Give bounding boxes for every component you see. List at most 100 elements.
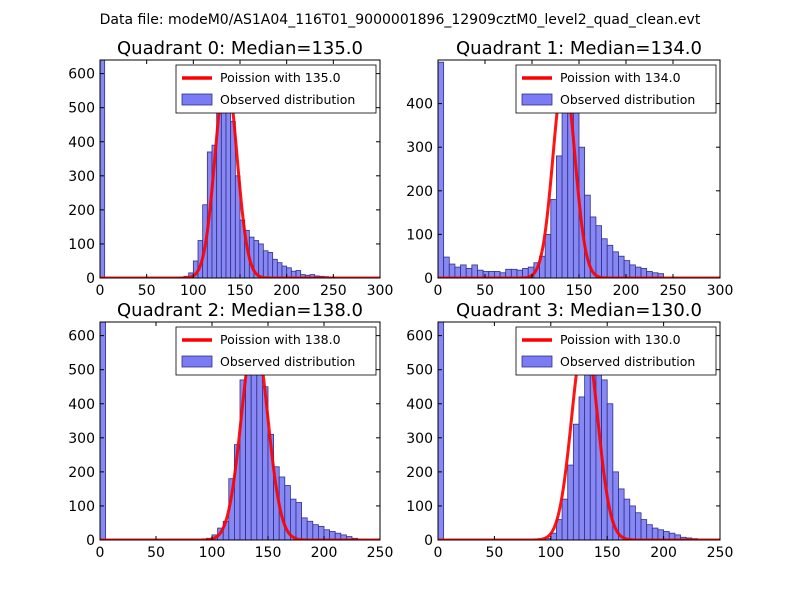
histogram-bar <box>623 498 631 540</box>
histogram-bar <box>471 264 478 278</box>
y-tick-label: 300 <box>406 140 433 156</box>
histogram-bar <box>301 517 308 540</box>
y-tick-label: 0 <box>86 271 95 287</box>
x-tick-label: 150 <box>566 283 593 299</box>
y-tick-label: 200 <box>406 465 433 481</box>
histogram-bar <box>544 233 552 278</box>
y-tick-label: 100 <box>68 499 95 515</box>
poisson-curve <box>100 71 380 278</box>
histogram-bar <box>295 502 302 540</box>
y-tick-label: 600 <box>68 329 95 345</box>
x-tick-label: 250 <box>707 545 734 561</box>
histogram-bar <box>460 264 467 278</box>
histogram-bar <box>443 256 450 278</box>
y-tick-label: 200 <box>68 203 95 219</box>
histogram-bar <box>618 255 625 278</box>
x-tick-label: 100 <box>199 545 226 561</box>
x-tick-label: 50 <box>476 283 494 299</box>
poisson-curve <box>100 333 380 540</box>
legend: Poission with 135.0 Observed distribution <box>175 64 377 114</box>
histogram-bar <box>561 498 569 540</box>
x-tick-label: 250 <box>320 283 347 299</box>
histogram-bar <box>578 396 586 540</box>
histogram-bar <box>612 251 619 278</box>
legend-label-observed: Observed distribution <box>560 92 695 107</box>
y-tick-label: 0 <box>424 533 433 549</box>
x-tick-label: 0 <box>434 545 443 561</box>
histogram-bar <box>629 264 636 278</box>
histogram-bar <box>635 266 642 278</box>
x-tick-label: 100 <box>180 283 207 299</box>
x-tick-label: 0 <box>96 283 105 299</box>
legend-label-poisson: Poission with 135.0 <box>220 70 341 85</box>
axes-frame <box>437 321 721 541</box>
legend: Poission with 130.0 Observed distribution <box>515 326 717 376</box>
histogram-bar <box>601 238 608 278</box>
plot-area <box>438 61 720 278</box>
histogram-bar <box>572 423 580 540</box>
axes-frame <box>99 321 381 541</box>
legend: Poission with 138.0 Observed distribution <box>175 326 377 376</box>
legend: Poission with 134.0 Observed distribution <box>515 64 717 114</box>
histogram-bar <box>100 322 106 540</box>
histogram-bar <box>276 262 283 278</box>
x-tick-label: 100 <box>519 283 546 299</box>
y-tick-label: 400 <box>406 97 433 113</box>
histogram-bar <box>651 527 659 540</box>
histogram-bar <box>438 61 445 278</box>
legend-label-poisson: Poission with 134.0 <box>560 70 681 85</box>
histogram-bar <box>272 258 278 278</box>
y-tick-label: 100 <box>406 227 433 243</box>
histogram-bar <box>306 520 314 540</box>
x-tick-label: 0 <box>96 545 105 561</box>
histogram-bar <box>595 225 602 278</box>
y-tick-label: 100 <box>406 499 433 515</box>
histogram-bar <box>635 512 642 540</box>
legend-bar-swatch <box>521 355 553 368</box>
y-tick-label: 400 <box>68 135 95 151</box>
x-tick-label: 50 <box>147 545 165 561</box>
histogram-bar <box>657 529 665 540</box>
panel-title: Quadrant 0: Median=135.0 <box>117 38 363 59</box>
histogram-bar <box>267 252 274 278</box>
y-tick-label: 500 <box>68 101 95 117</box>
histogram-bar <box>262 250 269 278</box>
histogram-bar <box>312 524 319 540</box>
x-tick-label: 150 <box>255 545 282 561</box>
histogram-bar <box>281 265 288 278</box>
x-tick-label: 250 <box>367 545 394 561</box>
x-tick-label: 0 <box>434 283 443 299</box>
legend-label-observed: Observed distribution <box>220 354 355 369</box>
legend-label-poisson: Poission with 138.0 <box>220 332 341 347</box>
x-tick-label: 100 <box>537 545 564 561</box>
histogram-bar <box>100 60 106 278</box>
x-tick-label: 200 <box>613 283 640 299</box>
histogram-bar <box>629 505 636 540</box>
y-tick-label: 0 <box>86 533 95 549</box>
histogram-bar <box>258 243 264 278</box>
histogram-bar <box>286 267 292 278</box>
histogram-bar <box>448 263 456 278</box>
y-tick-label: 600 <box>406 329 433 345</box>
x-tick-label: 200 <box>650 545 677 561</box>
poisson-curve <box>438 73 720 278</box>
panel-title: Quadrant 2: Median=138.0 <box>117 300 363 321</box>
x-tick-label: 300 <box>367 283 394 299</box>
histogram-bar <box>550 199 557 278</box>
panel-title: Quadrant 3: Median=130.0 <box>456 300 702 321</box>
histogram-bar <box>438 322 445 540</box>
x-tick-label: 50 <box>485 545 503 561</box>
y-tick-label: 100 <box>68 237 95 253</box>
y-tick-label: 600 <box>68 67 95 83</box>
y-tick-label: 300 <box>68 169 95 185</box>
histogram-bar <box>323 529 330 540</box>
histogram-bar <box>556 155 563 278</box>
plot-area <box>100 60 380 278</box>
histogram-bar <box>657 273 665 278</box>
histogram-bar <box>245 365 252 540</box>
y-tick-label: 300 <box>406 431 433 447</box>
y-tick-label: 500 <box>68 363 95 379</box>
x-tick-label: 200 <box>311 545 338 561</box>
x-tick-label: 250 <box>660 283 687 299</box>
legend-label-observed: Observed distribution <box>560 354 695 369</box>
